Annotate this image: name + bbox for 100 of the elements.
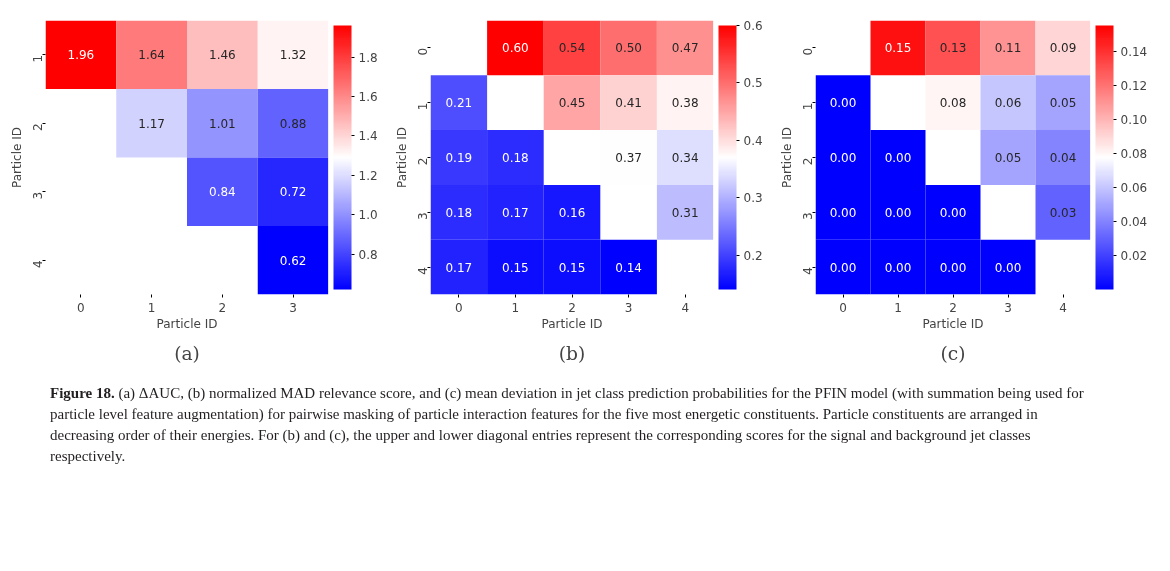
- text: (c): [940, 342, 966, 364]
- y-axis-title: Particle ID: [394, 127, 409, 188]
- data-label: 0.72: [279, 185, 307, 200]
- y-tick-label: 4: [31, 260, 45, 268]
- data-label: 0.41: [615, 96, 642, 111]
- y-axis-title: Particle ID: [779, 127, 794, 188]
- y-tick-label: 2: [31, 123, 45, 131]
- data-label: 0.15: [502, 260, 529, 275]
- x-tick-label: 1: [147, 300, 156, 315]
- x-tick-label: 0: [454, 300, 463, 315]
- data-label: 0.05: [994, 151, 1022, 165]
- color-bar-label: 0.4: [743, 133, 763, 148]
- y-tick-label: 4: [416, 267, 430, 275]
- data-label: 0.14: [615, 260, 642, 275]
- x-tick-label: 3: [289, 300, 297, 315]
- color-bar-label: 0.3: [743, 191, 763, 206]
- data-label: 0.18: [445, 205, 473, 220]
- data-label: 1.46: [209, 48, 236, 63]
- color-bar-label: 0.14: [1120, 44, 1148, 59]
- data-label: 0.38: [671, 96, 699, 111]
- text: (b): [558, 342, 586, 364]
- data-label: 0.34: [671, 151, 699, 165]
- color-bar-label: 0.06: [1120, 180, 1148, 195]
- y-tick-label: 0: [801, 47, 815, 56]
- color-bar-label: 1.4: [358, 129, 378, 144]
- data-label: 0.47: [671, 41, 699, 56]
- x-tick-label: 4: [1059, 300, 1067, 315]
- data-label: 0.00: [829, 260, 857, 275]
- x-tick-label: 4: [681, 300, 690, 315]
- data-label: 0.00: [884, 205, 912, 220]
- text: Figure 18.: [50, 385, 115, 401]
- data-label: 0.04: [1049, 151, 1077, 165]
- data-label: 0.54: [558, 41, 586, 56]
- x-tick-label: 1: [894, 300, 902, 315]
- y-tick-label: 1: [416, 102, 430, 111]
- data-label: 0.15: [884, 41, 912, 56]
- data-label: 1.32: [279, 48, 307, 63]
- data-label: 0.45: [558, 96, 586, 111]
- x-tick-label: 2: [218, 300, 227, 315]
- x-axis-title: Particle ID: [156, 316, 218, 331]
- x-tick-label: 1: [511, 300, 520, 315]
- data-label: 0.00: [829, 205, 857, 220]
- y-tick-label: 1: [801, 102, 815, 111]
- data-label: 0.62: [279, 253, 307, 268]
- data-label: 0.00: [939, 260, 967, 275]
- data-label: 1.17: [138, 116, 165, 131]
- data-label: 0.60: [502, 41, 529, 56]
- data-label: 0.00: [884, 151, 912, 165]
- data-label: 0.84: [209, 185, 236, 200]
- data-label: 0.16: [558, 205, 586, 220]
- color-bar-label: 0.10: [1120, 112, 1148, 127]
- x-tick-label: 2: [568, 300, 576, 315]
- color-bar-label: 1.8: [358, 50, 378, 65]
- data-label: 0.00: [884, 260, 912, 275]
- data-label: 0.37: [615, 151, 642, 165]
- data-label: 0.21: [445, 96, 473, 111]
- color-bar-label: 0.02: [1120, 248, 1148, 263]
- x-tick-label: 2: [949, 300, 957, 315]
- data-label: 0.19: [445, 151, 473, 165]
- data-label: 0.18: [502, 151, 529, 165]
- color-bar-label: 0.8: [358, 247, 378, 262]
- data-label: 0.06: [994, 96, 1022, 111]
- color-bar-label: 1.0: [358, 208, 378, 223]
- data-label: 0.03: [1049, 205, 1077, 220]
- color-bar-label: 0.12: [1120, 78, 1148, 93]
- data-label: 0.17: [445, 260, 473, 275]
- x-axis-title: Particle ID: [922, 316, 984, 331]
- x-tick-label: 0: [77, 300, 85, 315]
- data-label: 1.96: [67, 48, 95, 63]
- y-axis-title: Particle ID: [9, 127, 24, 188]
- y-tick-label: 2: [416, 157, 430, 166]
- y-tick-label: 2: [801, 157, 815, 166]
- y-tick-label: 3: [416, 212, 430, 220]
- color-bar-label: 1.2: [358, 168, 378, 183]
- y-tick-label: 0: [416, 47, 430, 56]
- y-tick-label: 1: [31, 54, 45, 63]
- data-label: 0.09: [1049, 41, 1077, 56]
- color-bar-label: 1.6: [358, 89, 378, 104]
- data-label: 0.00: [829, 96, 857, 111]
- y-tick-label: 3: [31, 191, 45, 200]
- data-label: 0.08: [939, 96, 967, 111]
- x-tick-label: 3: [1004, 300, 1012, 315]
- color-bar-label: 0.2: [743, 248, 763, 263]
- data-label: 0.00: [829, 151, 857, 165]
- color-bar-label: 0.6: [743, 19, 763, 33]
- data-label: 0.17: [502, 205, 529, 220]
- y-tick-label: 4: [801, 267, 815, 275]
- data-label: 0.00: [939, 205, 967, 220]
- data-label: 0.50: [615, 41, 642, 56]
- color-bar-label: 0.5: [743, 76, 763, 91]
- x-tick-label: 0: [839, 300, 847, 315]
- data-label: 0.11: [994, 41, 1022, 56]
- color-bar-label: 0.08: [1120, 146, 1148, 161]
- data-label: 0.88: [279, 116, 307, 131]
- data-label: 0.00: [994, 260, 1022, 275]
- x-tick-label: 3: [624, 300, 633, 315]
- data-label: 0.13: [939, 41, 967, 56]
- y-tick-label: 3: [801, 212, 815, 220]
- data-label: 0.05: [1049, 96, 1077, 111]
- color-bar-label: 0.04: [1120, 214, 1148, 229]
